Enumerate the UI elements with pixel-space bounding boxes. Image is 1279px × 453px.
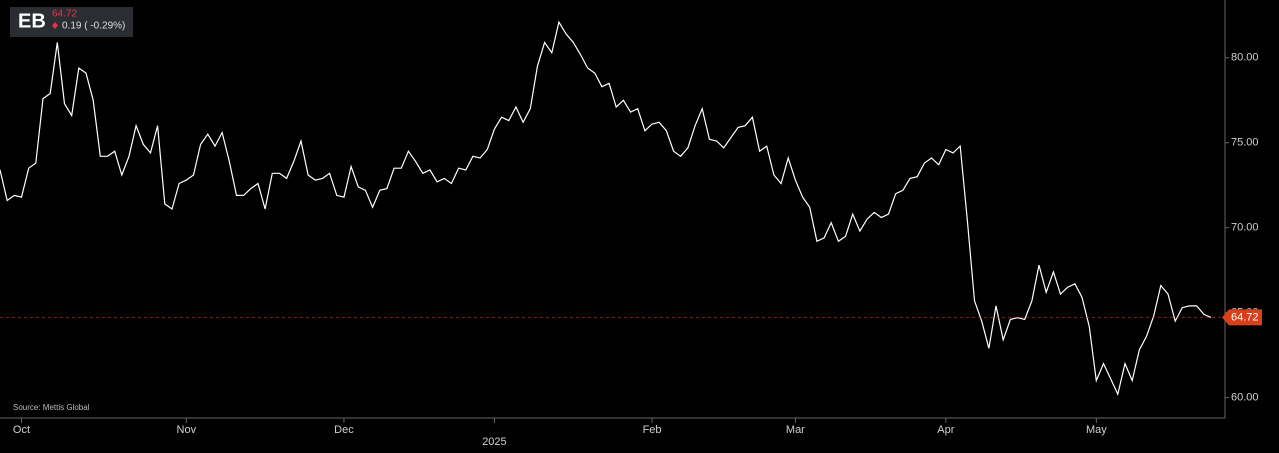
x-tick-label: Feb <box>643 424 662 436</box>
x-tick-label: Mar <box>786 424 805 436</box>
source: Source: Mettis Global <box>13 403 90 412</box>
x-tick-label: Apr <box>937 424 954 436</box>
y-tick-label: 70.00 <box>1231 222 1259 234</box>
ticker: EB <box>18 10 46 32</box>
x-tick-label: 2025 <box>482 436 506 448</box>
price: 64.72 <box>52 9 77 20</box>
y-tick-label: 75.00 <box>1231 137 1259 149</box>
x-tick-label: May <box>1086 424 1107 436</box>
change: 0.19 ( -0.29%) <box>62 21 125 32</box>
last-value-tag <box>1222 309 1262 326</box>
x-tick-label: Dec <box>334 424 354 436</box>
y-tick-label: 60.00 <box>1231 392 1259 404</box>
price-line <box>0 20 1212 397</box>
y-tick-label: 80.00 <box>1231 52 1259 64</box>
last-value-label: 64.72 <box>1231 311 1259 323</box>
header-box <box>10 7 133 37</box>
x-tick-label: Nov <box>177 424 197 436</box>
x-tick-label: Oct <box>13 424 30 436</box>
change-icon <box>52 22 58 29</box>
